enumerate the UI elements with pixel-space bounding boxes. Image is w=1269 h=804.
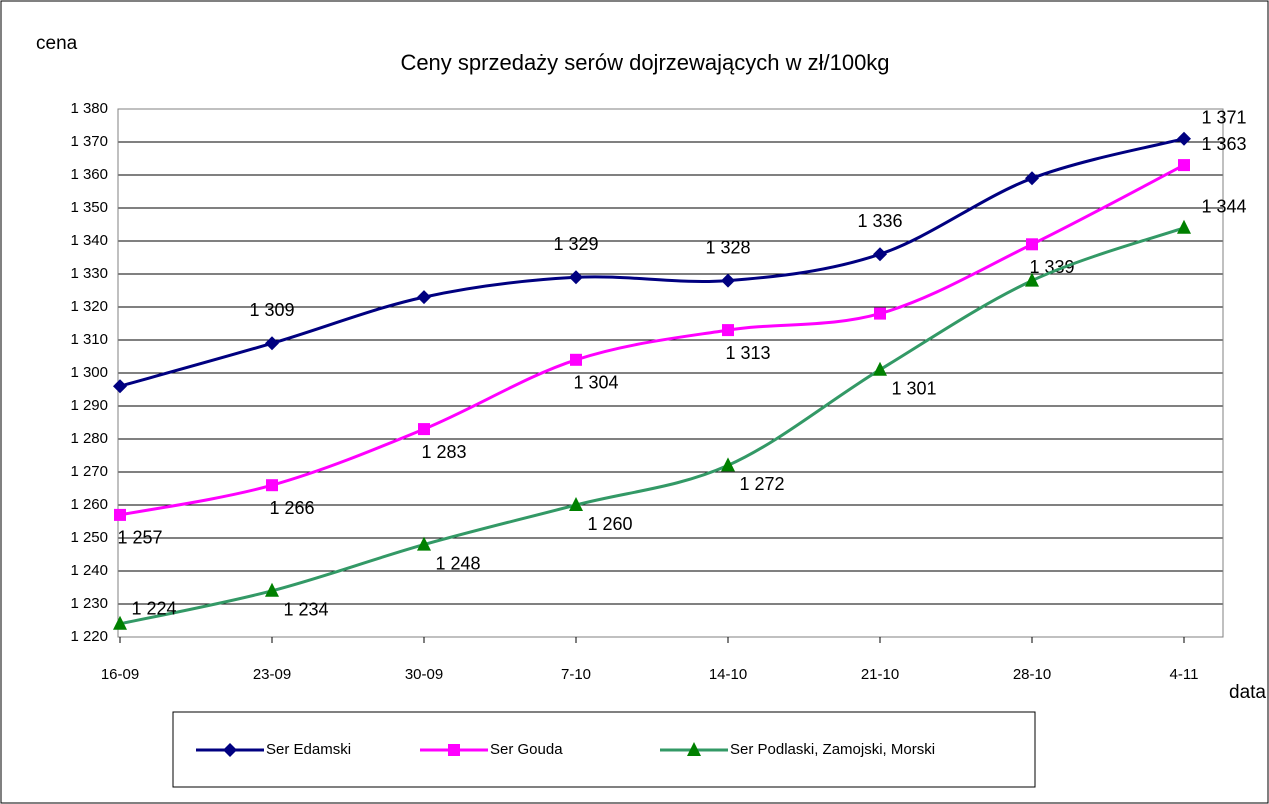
x-tick-label: 21-10	[861, 666, 899, 683]
legend-label: Ser Edamski	[266, 741, 351, 758]
data-label: 1 371	[1201, 107, 1246, 127]
series-line	[119, 137, 1185, 388]
data-label: 1 304	[573, 373, 618, 393]
marker	[113, 615, 127, 630]
y-tick-label: 1 240	[70, 562, 108, 579]
y-tick-label: 1 280	[70, 430, 108, 447]
data-label: 1 309	[249, 300, 294, 320]
marker	[265, 336, 279, 351]
x-tick-label: 16-09	[101, 666, 139, 683]
marker	[569, 270, 583, 285]
marker	[113, 379, 127, 394]
data-label: 1 260	[587, 514, 632, 534]
marker	[417, 536, 431, 551]
data-label: 1 363	[1201, 134, 1246, 154]
marker	[223, 743, 237, 757]
data-label: 1 257	[117, 528, 162, 548]
y-tick-label: 1 350	[70, 199, 108, 216]
marker	[265, 582, 279, 597]
marker	[1025, 171, 1039, 186]
marker	[1177, 219, 1191, 234]
y-tick-label: 1 250	[70, 529, 108, 546]
marker	[873, 361, 887, 376]
marker	[722, 324, 734, 337]
marker	[569, 497, 583, 511]
x-tick-label: 30-09	[405, 666, 443, 683]
marker	[721, 273, 735, 288]
y-tick-label: 1 330	[70, 265, 108, 282]
data-label: 1 339	[1029, 257, 1074, 277]
y-axis-label: cena	[36, 33, 78, 54]
y-tick-label: 1 300	[70, 364, 108, 381]
y-tick-label: 1 320	[70, 298, 108, 315]
data-label: 1 234	[283, 600, 328, 620]
plot-area	[117, 108, 1224, 638]
marker	[418, 423, 430, 436]
y-tick-label: 1 290	[70, 397, 108, 414]
y-tick-label: 1 220	[70, 628, 108, 645]
marker	[114, 508, 126, 521]
data-label: 1 266	[269, 498, 314, 518]
legend-label: Ser Podlaski, Zamojski, Morski	[730, 741, 935, 758]
y-tick-label: 1 380	[70, 100, 108, 117]
y-tick-label: 1 370	[70, 133, 108, 150]
marker	[687, 742, 701, 756]
marker	[1025, 272, 1039, 287]
x-tick-label: 23-09	[253, 666, 291, 683]
y-tick-label: 1 360	[70, 166, 108, 183]
x-tick-label: 7-10	[561, 666, 591, 683]
series-line	[119, 226, 1185, 626]
marker	[417, 290, 431, 305]
data-label: 1 336	[857, 211, 902, 231]
marker	[874, 307, 886, 320]
y-tick-label: 1 340	[70, 232, 108, 249]
marker	[448, 744, 460, 756]
data-label: 1 328	[705, 237, 750, 257]
marker	[1177, 131, 1191, 146]
series-line	[119, 163, 1185, 517]
data-label: 1 283	[421, 442, 466, 462]
y-tick-label: 1 310	[70, 331, 108, 348]
marker	[1026, 238, 1038, 251]
legend-box	[172, 711, 1036, 788]
x-tick-label: 4-11	[1170, 666, 1199, 683]
data-label: 1 224	[131, 599, 176, 619]
x-tick-label: 28-10	[1013, 666, 1051, 683]
chart-title: Ceny sprzedaży serów dojrzewających w zł…	[400, 50, 889, 75]
marker	[1178, 159, 1190, 172]
data-label: 1 313	[725, 343, 770, 363]
y-tick-label: 1 270	[70, 463, 108, 480]
data-label: 1 272	[739, 474, 784, 494]
x-axis-label: data	[1229, 682, 1266, 703]
data-label: 1 301	[891, 378, 936, 398]
data-label: 1 344	[1201, 197, 1246, 217]
y-tick-label: 1 260	[70, 496, 108, 513]
data-label: 1 248	[435, 553, 480, 573]
marker	[570, 353, 582, 366]
marker	[721, 457, 735, 472]
marker	[266, 479, 278, 492]
y-tick-label: 1 230	[70, 595, 108, 612]
x-tick-label: 14-10	[709, 666, 747, 683]
legend-label: Ser Gouda	[490, 741, 563, 758]
marker	[873, 247, 887, 262]
data-label: 1 329	[553, 234, 598, 254]
